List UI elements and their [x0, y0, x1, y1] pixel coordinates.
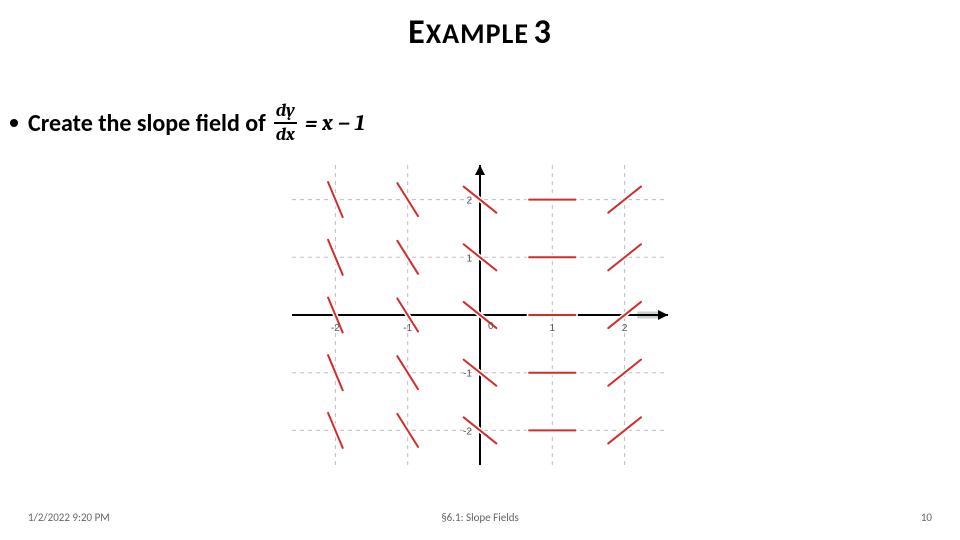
prompt-row: Create the slope field of dy dx = x − 1: [10, 102, 365, 144]
fraction-dy-dx: dy dx: [274, 102, 297, 144]
equation-rest: = x − 1: [305, 110, 365, 136]
title-word1-first: E: [408, 12, 426, 53]
svg-text:1: 1: [550, 323, 556, 334]
svg-text:-1: -1: [463, 369, 472, 380]
bullet-icon: [10, 119, 18, 127]
title-word1-rest: XAMPLE: [426, 16, 529, 51]
slopefield-svg: -2 -1 0 1 2 -2 -1 1 2: [292, 165, 668, 465]
svg-text:1: 1: [466, 253, 472, 264]
footer-section: §6.1: Slope Fields: [0, 511, 960, 524]
slopefield-chart: -2 -1 0 1 2 -2 -1 1 2: [292, 165, 668, 465]
svg-text:2: 2: [466, 196, 472, 207]
svg-text:-1: -1: [403, 323, 412, 334]
svg-text:0: 0: [488, 321, 494, 332]
svg-text:-2: -2: [331, 323, 340, 334]
fraction-denominator: dx: [274, 122, 297, 144]
slide-title: EXAMPLE 3: [0, 12, 960, 53]
title-number-val: 3: [534, 12, 552, 53]
svg-text:2: 2: [622, 323, 628, 334]
svg-text:-2: -2: [463, 426, 472, 437]
footer-page-number: 10: [921, 511, 932, 524]
prompt-lead: Create the slope field of: [28, 109, 266, 138]
fraction-numerator: dy: [274, 102, 297, 122]
footer: 1/2/2022 9:20 PM §6.1: Slope Fields 10: [0, 508, 960, 524]
prompt-text: Create the slope field of dy dx = x − 1: [28, 102, 365, 144]
